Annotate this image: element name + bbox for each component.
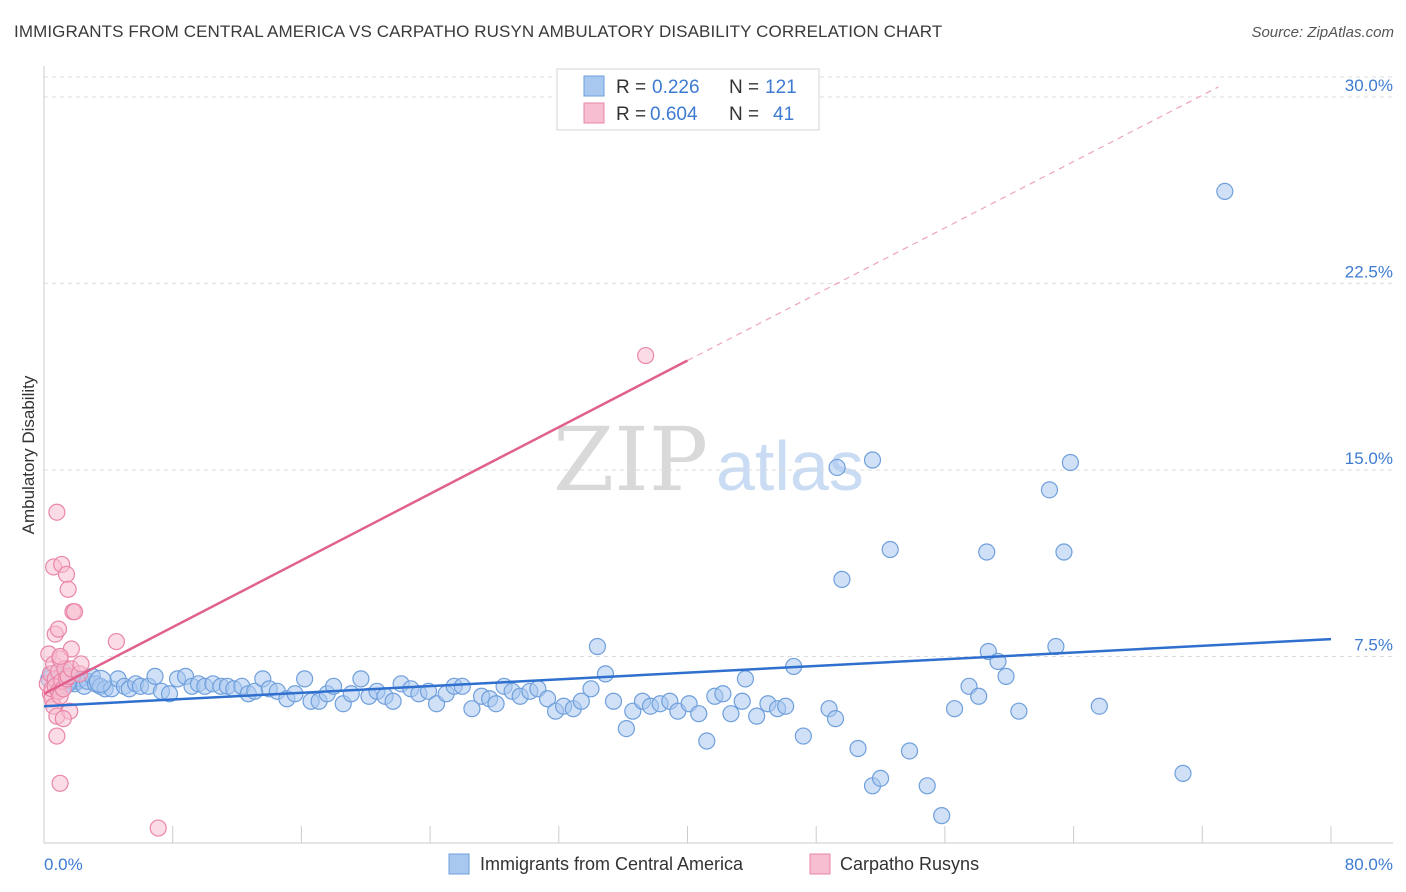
data-point-central-america (690, 705, 708, 723)
data-point-central-america (342, 685, 360, 703)
grid-lines (44, 76, 1393, 657)
data-point-carpatho-rusyns (51, 647, 69, 666)
data-point-central-america (352, 670, 370, 688)
data-point-central-america (828, 458, 846, 477)
data-point-central-america (863, 451, 882, 469)
data-point-central-america (160, 685, 179, 703)
data-point-central-america (588, 637, 607, 656)
data-point-central-america (777, 697, 795, 715)
bottom-legend-swatch-central-america (448, 853, 470, 875)
data-point-central-america (453, 677, 471, 695)
data-point-central-america (748, 707, 766, 725)
y-tick-label: 7.5% (1354, 635, 1393, 654)
data-point-central-america (1055, 543, 1073, 561)
data-point-central-america (463, 700, 481, 718)
data-point-central-america (978, 543, 996, 561)
data-point-carpatho-rusyns (48, 503, 66, 521)
data-point-central-america (88, 669, 112, 693)
x-tick-label: 0.0% (44, 855, 83, 874)
legend-row-carpatho-rusyns: R = 0.604 N = 41 (583, 102, 794, 125)
data-point-central-america (1061, 453, 1079, 472)
data-point-central-america (918, 777, 936, 795)
data-point-carpatho-rusyns (49, 620, 68, 638)
legend-box: R = 0.226 N = 121 R = 0.604 N = 41 (556, 68, 820, 131)
data-point-carpatho-rusyns (637, 346, 655, 365)
axes (43, 66, 1393, 844)
data-point-central-america (1216, 182, 1234, 201)
data-point-central-america (794, 727, 812, 745)
watermark-zip: ZIP (553, 408, 708, 511)
data-point-central-america (997, 667, 1015, 685)
x-tick-labels: 0.0% 80.0% (44, 855, 1393, 874)
legend-n-value: 41 (773, 104, 794, 125)
data-point-central-america (970, 687, 988, 705)
y-tick-label: 15.0% (1345, 449, 1393, 468)
data-point-central-america (596, 665, 615, 683)
legend-swatch-carpatho-rusyns (583, 102, 605, 124)
data-point-central-america (146, 667, 164, 685)
data-point-central-america (722, 705, 740, 723)
data-point-central-america (617, 719, 635, 738)
bottom-legend-label-central-america: Immigrants from Central America (480, 854, 744, 874)
data-point-central-america (1090, 697, 1108, 715)
data-point-central-america (582, 680, 600, 698)
data-point-carpatho-rusyns (54, 710, 72, 728)
y-tick-labels: 7.5% 15.0% 22.5% 30.0% (1345, 76, 1393, 655)
data-point-central-america (296, 670, 314, 688)
data-point-central-america (1174, 764, 1192, 782)
data-point-central-america (871, 769, 890, 787)
legend-swatch-central-america (583, 75, 605, 97)
data-point-central-america (487, 695, 505, 713)
y-tick-label: 30.0% (1345, 76, 1393, 95)
y-axis-label: Ambulatory Disability (19, 375, 38, 534)
legend-row-central-america: R = 0.226 N = 121 (583, 75, 797, 98)
data-point-central-america (1040, 481, 1059, 499)
data-point-central-america (538, 690, 557, 708)
legend-n-label: N = (729, 104, 759, 125)
y-tick-label: 22.5% (1345, 262, 1393, 281)
trend-line-central-america (43, 637, 1332, 708)
bottom-legend-label-carpatho-rusyns: Carpatho Rusyns (840, 854, 979, 874)
legend-n-label: N = (729, 77, 759, 98)
data-point-central-america (736, 670, 755, 688)
data-point-central-america (1010, 702, 1028, 720)
data-point-central-america (698, 732, 716, 750)
data-point-central-america (572, 692, 590, 710)
data-point-central-america (945, 700, 964, 718)
data-point-central-america (604, 692, 623, 710)
data-point-central-america (826, 710, 845, 728)
data-point-carpatho-rusyns (57, 565, 76, 584)
data-point-carpatho-rusyns (59, 580, 77, 598)
trend-line-carpatho-rusyns-extension (687, 86, 1219, 362)
data-point-carpatho-rusyns (72, 655, 90, 673)
data-point-central-america (849, 739, 867, 758)
bottom-legend-swatch-carpatho-rusyns (809, 853, 831, 875)
data-point-carpatho-rusyns (107, 632, 125, 651)
legend-n-value: 121 (765, 77, 797, 98)
bottom-legend: Immigrants from Central America Carpatho… (448, 853, 979, 875)
data-point-central-america (900, 742, 919, 760)
data-point-carpatho-rusyns (65, 603, 84, 621)
trend-lines (43, 86, 1332, 708)
legend-r-label: R = (616, 77, 646, 98)
chart-source: Source: ZipAtlas.com (1251, 24, 1394, 41)
legend-r-label: R = (616, 104, 646, 125)
data-point-central-america (881, 540, 899, 559)
trend-line-carpatho-rusyns (43, 359, 689, 695)
data-point-central-america (714, 685, 732, 703)
chart-title: IMMIGRANTS FROM CENTRAL AMERICA VS CARPA… (14, 22, 943, 41)
data-point-carpatho-rusyns (48, 727, 66, 745)
legend-r-value: 0.604 (650, 104, 698, 125)
legend-r-value: 0.226 (652, 77, 700, 98)
x-tick-label: 80.0% (1345, 855, 1393, 874)
data-point-central-america (833, 570, 851, 588)
series-central-america-points (40, 182, 1234, 825)
data-point-central-america (384, 692, 402, 710)
data-point-central-america (733, 692, 751, 710)
data-point-carpatho-rusyns (149, 819, 167, 837)
data-point-carpatho-rusyns (51, 774, 69, 792)
data-point-central-america (933, 807, 951, 825)
